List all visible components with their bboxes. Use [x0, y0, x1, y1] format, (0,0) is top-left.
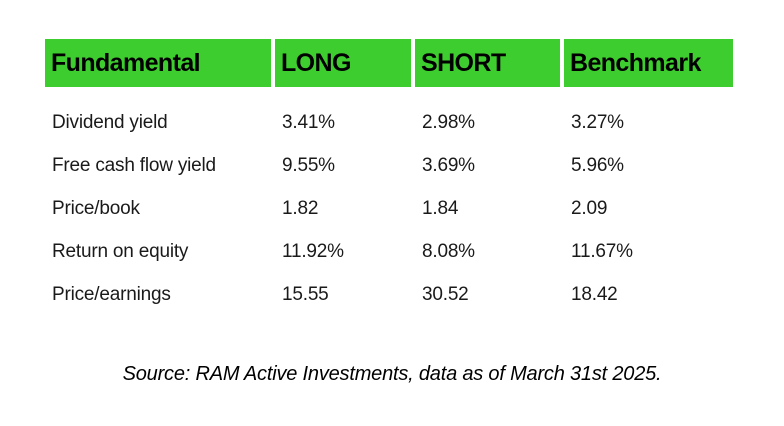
cell-value: 30.52 [422, 283, 469, 305]
row-label: Return on equity [52, 240, 189, 262]
cell-value: 11.67% [571, 240, 633, 262]
col-header-fundamental: Fundamental [45, 39, 271, 87]
row-label: Free cash flow yield [52, 154, 216, 176]
cell-value: 2.98% [422, 111, 475, 133]
row-label: Dividend yield [52, 111, 168, 133]
cell-value: 18.42 [571, 283, 618, 305]
row-label: Price/book [52, 197, 140, 219]
source-note: Source: RAM Active Investments, data as … [122, 363, 662, 385]
fundamentals-table: Fundamental LONG SHORT Benchmark Dividen… [45, 39, 733, 316]
col-header-long: LONG [275, 39, 411, 87]
col-header-benchmark: Benchmark [564, 39, 733, 87]
row-label: Price/earnings [52, 283, 171, 305]
cell-value: 3.41% [282, 111, 335, 133]
cell-value: 1.84 [422, 197, 459, 219]
cell-value: 5.96% [571, 154, 624, 176]
cell-value: 3.27% [571, 111, 624, 133]
cell-value: 15.55 [282, 283, 329, 305]
cell-value: 11.92% [282, 240, 344, 262]
cell-value: 3.69% [422, 154, 475, 176]
col-header-short: SHORT [415, 39, 560, 87]
cell-value: 9.55% [282, 154, 335, 176]
cell-value: 1.82 [282, 197, 319, 219]
cell-value: 8.08% [422, 240, 475, 262]
header-body-spacer [45, 87, 733, 101]
cell-value: 2.09 [571, 197, 608, 219]
